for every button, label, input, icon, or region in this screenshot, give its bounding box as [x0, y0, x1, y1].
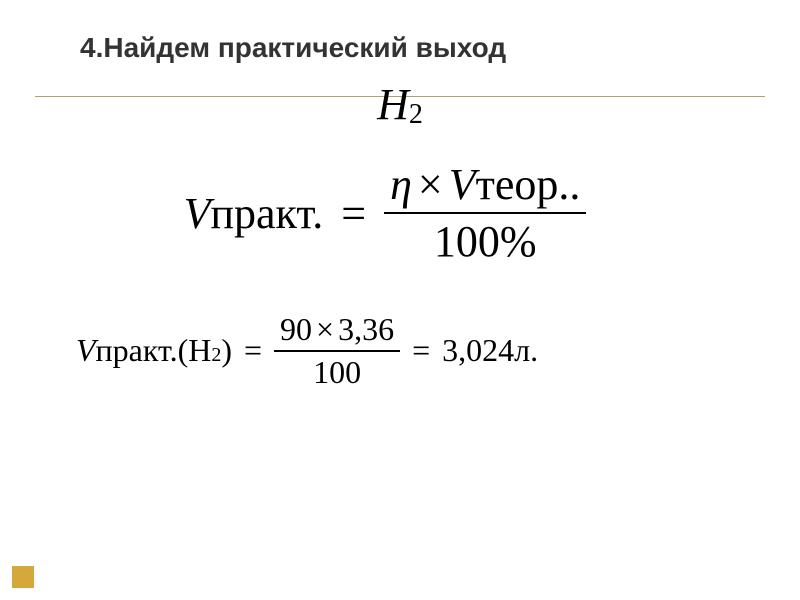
equals-sign-3: = [412, 332, 430, 369]
title-area: 4.Найдем практический выход [0, 0, 800, 72]
h-symbol: H [188, 332, 211, 369]
num-text: теор.. [476, 159, 581, 210]
mult-sign-2: × [316, 311, 334, 348]
h2-symbol: H2 [0, 79, 800, 131]
equals-sign: = [341, 188, 366, 239]
denominator: 100% [428, 214, 543, 267]
lhs-close: ) [221, 332, 232, 369]
formula-practical-calc: Vпракт.(H2) = 90 × 3,36 100 = 3,024л. [76, 311, 800, 391]
corner-square-icon [12, 566, 34, 588]
h2-letter: H [377, 80, 409, 129]
denominator-2: 100 [307, 352, 367, 391]
formula-section: H2 Vпракт. = η × Vтеор.. 100% Vпракт.(H2… [0, 79, 800, 391]
numerator: η × Vтеор.. [384, 159, 586, 212]
numerator-2: 90 × 3,36 [274, 311, 400, 350]
h2-subscript: 2 [409, 99, 423, 130]
lhs-text-2: практ.( [96, 332, 189, 369]
v-symbol: V [184, 188, 211, 239]
formula-practical-general: Vпракт. = η × Vтеор.. 100% [0, 159, 800, 267]
v-symbol-num: V [449, 159, 476, 210]
fraction-2: 90 × 3,36 100 [274, 311, 400, 391]
fraction: η × Vтеор.. 100% [384, 159, 586, 267]
formula2-lhs: Vпракт.(H2) [76, 332, 232, 369]
eta-symbol: η [390, 159, 412, 210]
equals-sign-2: = [244, 332, 262, 369]
result-value: 3,024л. [442, 332, 538, 369]
v-symbol-2: V [76, 332, 96, 369]
lhs-text: практ. [210, 188, 323, 239]
mult-sign: × [418, 159, 443, 210]
h-subscript-2: 2 [211, 344, 221, 367]
num-b: 3,36 [338, 311, 394, 348]
num-a: 90 [280, 311, 312, 348]
page-title: 4.Найдем практический выход [80, 32, 800, 64]
formula1-lhs: Vпракт. [184, 188, 324, 239]
